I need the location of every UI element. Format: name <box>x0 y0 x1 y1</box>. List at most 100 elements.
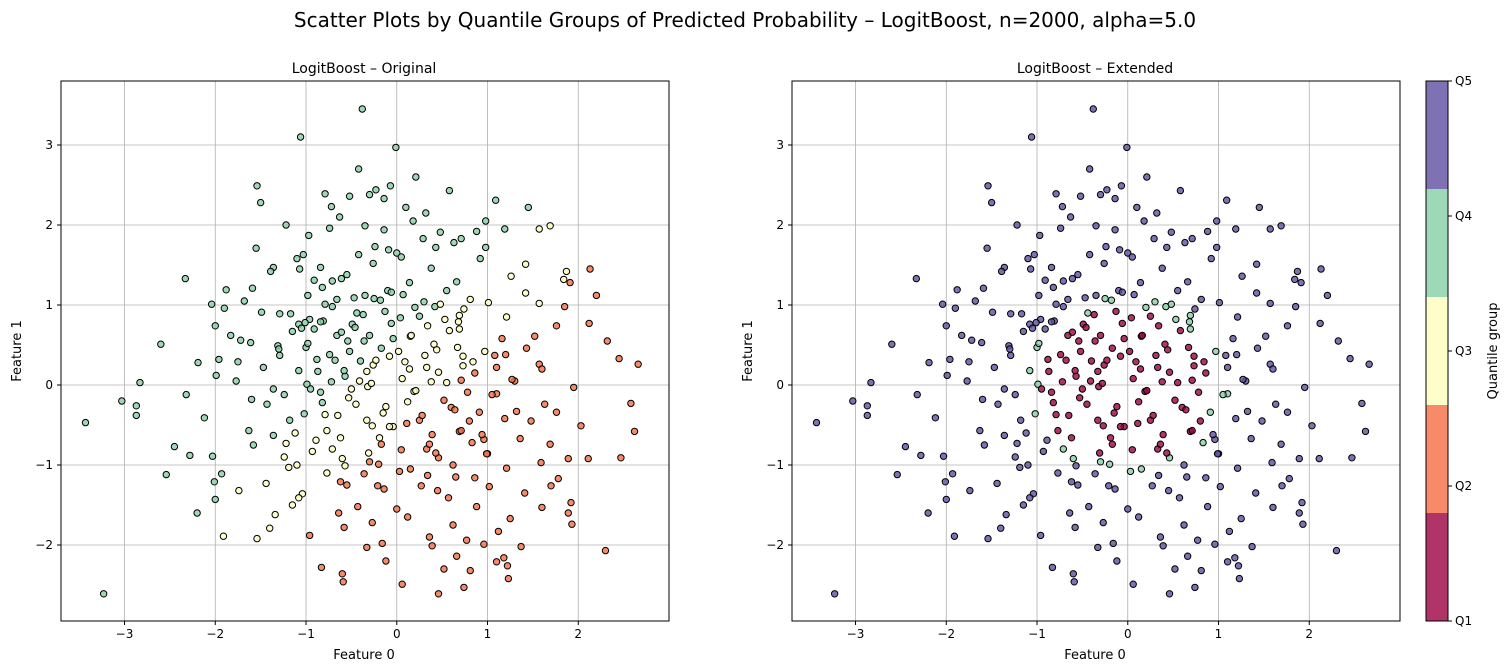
scatter-point <box>249 441 258 449</box>
scatter-point <box>1070 578 1078 586</box>
scatter-point <box>1085 502 1093 511</box>
scatter-point <box>363 416 371 424</box>
scatter-point <box>269 385 278 393</box>
scatter-point <box>1071 366 1079 375</box>
scatter-point <box>1291 275 1299 284</box>
scatter-point <box>1140 217 1148 225</box>
scatter-point <box>457 376 465 384</box>
scatter-point <box>863 402 872 410</box>
scatter-point <box>1233 313 1242 321</box>
scatter-point <box>1096 190 1105 199</box>
scatter-point <box>384 246 393 254</box>
scatter-point <box>1069 570 1078 578</box>
scatter-point <box>1027 133 1036 141</box>
scatter-point <box>901 442 910 451</box>
scatter-point <box>552 322 561 330</box>
colorbar: Q1 Q2 Q3 Q4 Q5 Quantile group <box>1425 74 1501 628</box>
scatter-point <box>1059 445 1068 453</box>
scatter-point <box>1116 352 1125 360</box>
x-tick-label: −3 <box>116 627 134 641</box>
scatter-point <box>364 449 373 457</box>
scatter-point <box>966 486 974 495</box>
scatter-point <box>412 386 420 395</box>
colorbar-tick-label: Q1 <box>1455 614 1472 628</box>
scatter-point <box>208 452 217 460</box>
scatter-point <box>387 288 396 296</box>
scatter-point <box>560 302 569 311</box>
scatter-point <box>222 286 230 294</box>
scatter-point <box>1188 426 1196 435</box>
scatter-point <box>207 300 216 308</box>
scatter-point <box>1183 552 1192 560</box>
scatter-point <box>305 531 314 540</box>
scatter-point <box>1243 407 1252 416</box>
scatter-point <box>157 340 165 348</box>
scatter-point <box>1044 355 1052 364</box>
scatter-point <box>1222 351 1230 360</box>
scatter-point <box>1163 243 1171 252</box>
scatter-point <box>953 286 961 294</box>
scatter-point <box>1085 250 1094 259</box>
scatter-point <box>1197 295 1205 304</box>
scatter-point <box>1293 267 1302 276</box>
scatter-point <box>433 486 442 495</box>
scatter-point <box>257 308 266 316</box>
scatter-point <box>232 377 240 385</box>
scatter-point <box>445 326 454 335</box>
scatter-point <box>1295 509 1303 517</box>
scatter-point <box>1052 190 1060 198</box>
scatter-point <box>434 368 443 376</box>
scatter-point <box>498 334 506 343</box>
scatter-point <box>1239 375 1247 384</box>
scatter-point <box>1084 309 1092 317</box>
x-tick-label: 2 <box>1305 627 1313 641</box>
x-tick-label: −3 <box>847 627 865 641</box>
y-axis-label-original: Feature 1 <box>10 320 25 382</box>
scatter-point <box>1052 410 1060 419</box>
scatter-point <box>420 298 428 306</box>
scatter-point <box>427 378 435 386</box>
scatter-point <box>452 473 460 481</box>
scatter-point <box>1146 312 1155 320</box>
scatter-point <box>537 458 545 467</box>
scatter-point <box>1181 238 1189 247</box>
scatter-point <box>1075 394 1084 402</box>
scatter-point <box>1188 376 1196 384</box>
scatter-point <box>1094 543 1102 552</box>
scatter-point <box>1291 302 1300 311</box>
scatter-point <box>1087 357 1096 365</box>
scatter-point <box>1132 358 1140 366</box>
scatter-point <box>280 453 288 461</box>
scatter-point <box>354 502 362 511</box>
scatter-point <box>132 402 141 410</box>
scatter-point <box>538 503 546 512</box>
scatter-point <box>300 410 308 418</box>
scatter-point <box>442 378 451 387</box>
scatter-point <box>1134 513 1143 521</box>
scatter-point <box>1277 440 1285 448</box>
scatter-point <box>1161 340 1169 348</box>
scatter-point <box>471 369 479 377</box>
scatter-point <box>967 336 976 344</box>
gridlines-original <box>61 81 669 621</box>
scatter-point <box>327 202 336 211</box>
scatter-point <box>422 209 430 217</box>
scatter-point <box>411 303 419 312</box>
gridlines-extended <box>792 81 1400 621</box>
scatter-point <box>1158 378 1166 386</box>
scatter-point <box>436 228 445 236</box>
scatter-point <box>1054 469 1062 477</box>
scatter-point <box>459 362 467 370</box>
colorbar-segment <box>1426 297 1448 405</box>
colorbar-segment <box>1426 513 1448 621</box>
scatter-point <box>1074 270 1082 279</box>
scatter-point <box>318 283 327 292</box>
scatter-point <box>1269 365 1277 373</box>
scatter-point <box>285 416 294 424</box>
scatter-point <box>351 323 359 332</box>
scatter-point <box>1024 461 1032 469</box>
scatter-point <box>436 300 445 308</box>
scatter-point <box>310 276 318 284</box>
scatter-point <box>1103 356 1111 364</box>
scatter-point <box>1278 482 1286 490</box>
